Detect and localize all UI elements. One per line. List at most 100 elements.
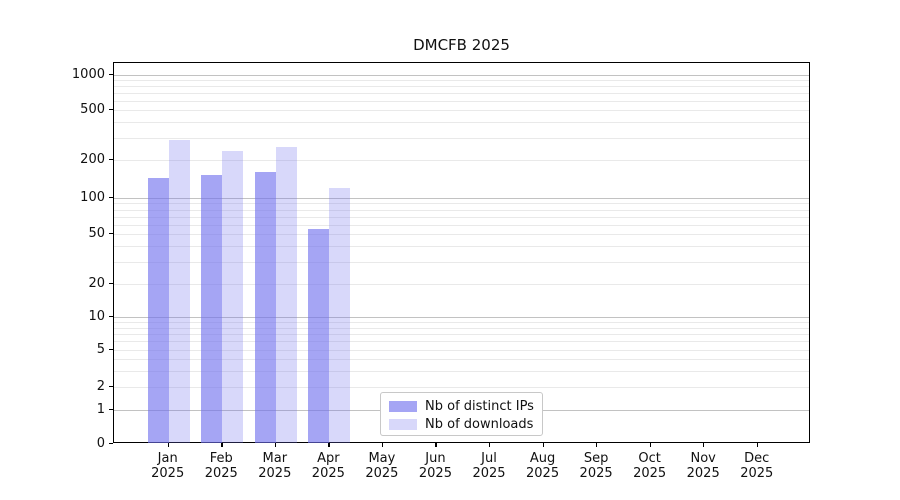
x-tick-label: Apr 2025 [298, 451, 358, 481]
x-tick-month: May [368, 451, 396, 466]
gridline-minor [114, 261, 809, 263]
x-tick-label: Aug 2025 [513, 451, 573, 481]
x-tick-month: Feb [209, 451, 233, 466]
x-tick-mark [435, 443, 437, 447]
legend-label: Nb of distinct IPs [425, 399, 534, 414]
x-tick-label: Dec 2025 [727, 451, 787, 481]
y-tick-mark [109, 197, 113, 199]
x-tick-month: Aug [529, 451, 556, 466]
x-tick-year: 2025 [526, 466, 560, 481]
gridline-minor [114, 86, 809, 88]
gridline-minor [114, 359, 809, 360]
x-tick-mark [756, 443, 759, 447]
gridline-major [114, 198, 809, 199]
x-tick-label: Oct 2025 [620, 451, 680, 481]
gridline-minor [114, 110, 809, 111]
x-tick-label: Sep 2025 [566, 451, 626, 481]
gridline-minor [114, 203, 809, 205]
gridline-minor [114, 93, 809, 94]
gridline-minor [114, 350, 809, 351]
plot-area [113, 62, 810, 443]
gridline-minor [114, 160, 809, 161]
x-tick-mark [167, 443, 169, 447]
x-tick-year: 2025 [740, 466, 774, 481]
gridline-major [114, 317, 809, 318]
y-tick-label: 100 [80, 189, 105, 205]
y-tick-mark [109, 443, 113, 445]
x-tick-label: Jan 2025 [138, 451, 198, 481]
x-tick-mark [596, 443, 598, 447]
bar-downloads [275, 146, 297, 443]
x-tick-year: 2025 [151, 466, 185, 481]
bar-downloads [329, 188, 351, 443]
bar-distinct-ips [201, 175, 223, 443]
x-tick-label: Jun 2025 [405, 451, 465, 481]
x-tick-month: Apr [317, 451, 340, 466]
x-tick-month: Dec [744, 451, 770, 466]
gridline-minor [114, 341, 809, 343]
gridline-minor [114, 234, 809, 235]
y-tick-mark [109, 109, 113, 111]
x-tick-label: Mar 2025 [245, 451, 305, 481]
x-tick-mark [381, 443, 384, 447]
legend-item: Nb of distinct IPs [389, 398, 534, 415]
x-tick-month: Jul [481, 451, 497, 466]
x-tick-month: Sep [583, 451, 609, 466]
y-tick-mark [109, 159, 113, 161]
x-tick-mark [221, 443, 223, 447]
x-tick-month: Nov [690, 451, 716, 466]
chart-title: DMCFB 2025 [413, 36, 510, 54]
y-tick-mark [109, 409, 113, 411]
y-tick-label: 200 [80, 151, 105, 167]
x-tick-mark [489, 443, 491, 447]
x-tick-month: Mar [262, 451, 288, 466]
y-tick-label: 500 [80, 101, 105, 117]
y-tick-label: 2 [96, 378, 105, 394]
y-tick-label: 1000 [71, 66, 105, 82]
bar-distinct-ips [308, 229, 330, 443]
gridline-minor [114, 137, 809, 139]
gridline-minor [114, 122, 809, 124]
x-tick-mark [542, 443, 544, 447]
y-tick-label: 50 [88, 225, 105, 241]
y-tick-mark [109, 386, 113, 388]
gridline-minor [114, 100, 809, 102]
gridline-minor [114, 216, 809, 218]
x-tick-year: 2025 [365, 466, 399, 481]
y-tick-label: 0 [96, 435, 105, 451]
x-tick-label: Feb 2025 [191, 451, 251, 481]
y-tick-mark [109, 349, 113, 351]
x-tick-mark [328, 443, 330, 447]
legend-swatch [389, 401, 417, 412]
legend-item: Nb of downloads [389, 416, 534, 433]
gridline-minor [114, 209, 809, 211]
x-tick-year: 2025 [633, 466, 667, 481]
x-tick-mark [649, 443, 651, 447]
x-tick-year: 2025 [258, 466, 292, 481]
y-tick-mark [109, 316, 113, 318]
bar-downloads [168, 139, 190, 443]
x-tick-mark [274, 443, 277, 447]
gridline-minor [114, 80, 809, 82]
x-tick-label: May 2025 [352, 451, 412, 481]
x-tick-label: Jul 2025 [459, 451, 519, 481]
x-tick-year: 2025 [579, 466, 613, 481]
x-tick-month: Jan [157, 451, 178, 466]
gridline-minor [114, 370, 809, 372]
legend-label: Nb of downloads [425, 417, 534, 432]
gridline-minor [114, 387, 809, 388]
gridline-minor [114, 224, 809, 226]
bar-distinct-ips [254, 172, 276, 443]
y-tick-mark [109, 283, 113, 285]
x-tick-year: 2025 [204, 466, 238, 481]
y-tick-label: 5 [96, 341, 105, 357]
y-tick-label: 10 [88, 308, 105, 324]
gridline-minor [114, 322, 809, 324]
bar-downloads [222, 151, 244, 443]
x-tick-year: 2025 [311, 466, 345, 481]
x-tick-month: Oct [638, 451, 661, 466]
x-tick-year: 2025 [418, 466, 452, 481]
y-tick-mark [109, 74, 113, 76]
gridline-minor [114, 333, 809, 335]
